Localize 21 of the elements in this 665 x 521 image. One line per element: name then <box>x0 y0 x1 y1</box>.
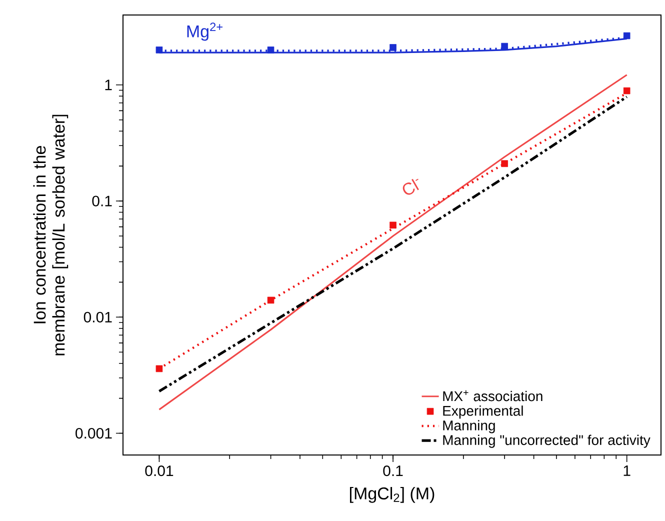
y-tick-label: 1 <box>105 80 112 90</box>
x-tick-label: 0.1 <box>383 466 403 476</box>
x-axis-title: [MgCl$_{2}$] (M) <box>350 486 434 503</box>
legend-label: Manning <box>443 420 495 434</box>
x-tick-label: 1 <box>624 466 630 476</box>
point <box>623 32 630 40</box>
y-tick-label: 0.001 <box>76 428 112 439</box>
annotation: Mg$^{2+}$ <box>187 22 223 41</box>
y-axis-title: Ion concentration in the membrane [mol/L sorbed water] <box>33 114 68 356</box>
point <box>156 46 163 54</box>
point <box>390 222 396 229</box>
point <box>156 365 163 372</box>
legend-label: Manning "uncorrected" for activity <box>443 434 650 448</box>
annotation: Cl$^{-}$ <box>402 178 419 195</box>
point <box>390 44 396 51</box>
point <box>623 87 630 94</box>
x-tick-label: 0.01 <box>145 466 174 476</box>
y-tick-label: 0.01 <box>84 312 112 322</box>
legend-label: MX$^{+}$ association <box>443 390 542 402</box>
legend-label: Experimental <box>443 406 523 419</box>
y-tick-label: 0.1 <box>92 196 112 206</box>
